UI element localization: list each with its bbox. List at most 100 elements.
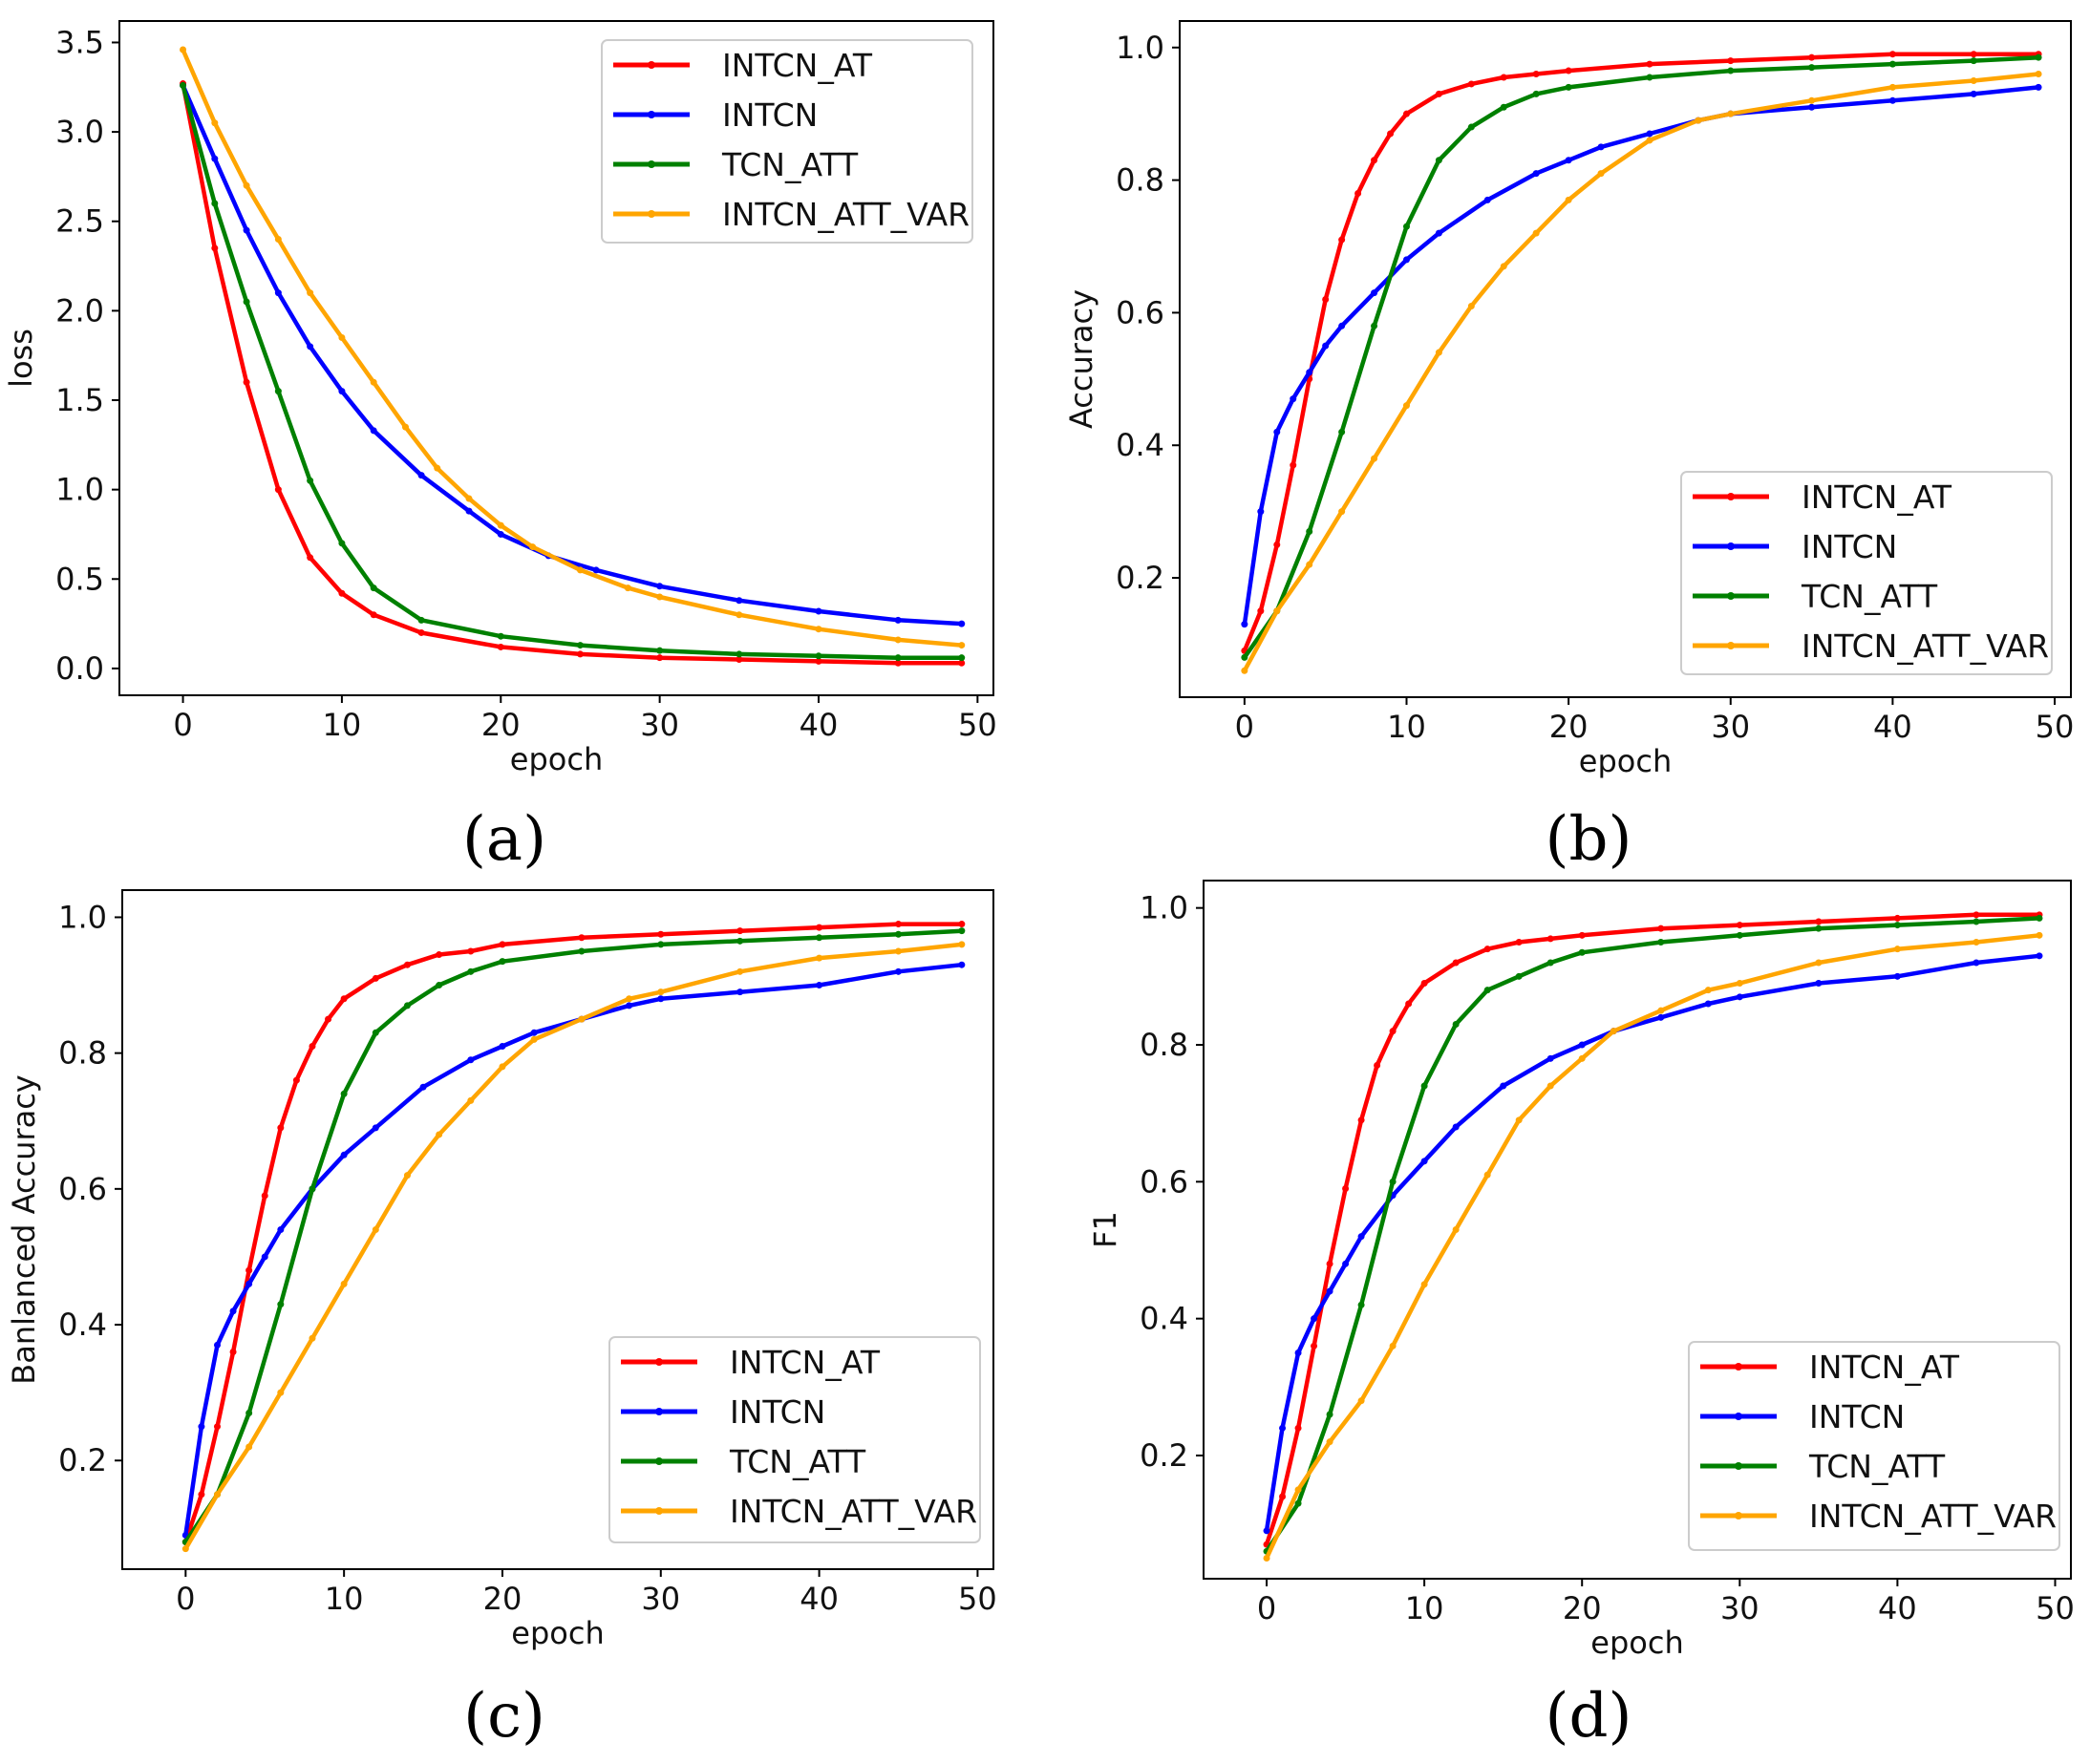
y-axis-label: loss (3, 329, 39, 388)
data-point (211, 155, 219, 162)
data-point (626, 1002, 633, 1010)
y-tick-label: 0.2 (1140, 1437, 1188, 1474)
data-point (1500, 103, 1507, 111)
x-tick-label: 50 (2036, 1590, 2075, 1626)
data-point (1389, 1178, 1397, 1185)
data-point (211, 244, 219, 252)
data-point (530, 1035, 538, 1043)
data-point (309, 1043, 316, 1051)
panel-label-a: (a) (462, 804, 546, 875)
data-point (2035, 53, 2042, 61)
x-axis-label: epoch (510, 741, 603, 777)
data-point (1467, 123, 1475, 131)
data-point (576, 650, 584, 658)
data-point (1371, 289, 1378, 297)
data-point (2036, 914, 2043, 922)
data-point (1565, 67, 1572, 74)
legend-marker (1727, 542, 1735, 550)
data-point (467, 1056, 475, 1064)
data-point (958, 620, 966, 627)
data-point (274, 289, 282, 297)
data-point (1338, 428, 1346, 436)
data-point (1736, 931, 1743, 939)
data-point (1290, 395, 1297, 403)
data-point (1435, 349, 1442, 356)
data-point (1322, 342, 1330, 350)
y-tick-label: 0.5 (55, 561, 104, 597)
data-point (1257, 508, 1265, 516)
legend-marker (1735, 1512, 1742, 1520)
data-point (1452, 959, 1460, 967)
data-point (1389, 1342, 1397, 1350)
data-point (1500, 1082, 1507, 1090)
data-point (1973, 939, 1980, 946)
y-tick-label: 3.0 (55, 114, 104, 150)
data-point (1736, 980, 1743, 987)
x-tick-label: 40 (800, 1581, 839, 1617)
x-tick-label: 10 (1387, 709, 1426, 745)
x-axis-label: epoch (1579, 743, 1672, 779)
data-point (434, 464, 441, 472)
legend-entry: INTCN (1809, 1398, 1905, 1435)
data-point (497, 521, 504, 529)
x-tick-label: 0 (173, 707, 192, 743)
data-point (403, 961, 411, 968)
data-point (1306, 369, 1313, 376)
data-point (895, 947, 903, 955)
y-tick-label: 1.0 (1140, 890, 1188, 926)
data-point (436, 982, 443, 989)
data-point (1402, 256, 1410, 264)
series-line-intcn-at (183, 922, 965, 1544)
data-point (338, 540, 346, 547)
data-point (1241, 667, 1248, 674)
data-point (370, 378, 377, 386)
data-point (180, 81, 187, 89)
data-point (1263, 1527, 1270, 1535)
data-point (736, 927, 744, 935)
data-point (370, 611, 377, 619)
data-point (261, 1253, 268, 1261)
data-point (736, 988, 744, 996)
y-tick-label: 0.8 (1140, 1027, 1188, 1063)
data-point (1279, 1424, 1287, 1432)
data-point (1483, 987, 1491, 994)
y-tick-label: 0.4 (1116, 427, 1164, 463)
panel-a: 0 10 20 30 40 50 0.0 0.5 1.0 1.5 2.0 2.5 3.0 3.5 epoch… (3, 20, 997, 777)
plot-frame (118, 20, 994, 696)
data-point (277, 1226, 285, 1233)
data-point (1888, 96, 1896, 104)
data-point (894, 659, 902, 667)
y-tick-label: 0.6 (58, 1171, 107, 1207)
data-point (465, 507, 473, 515)
data-point (736, 656, 743, 664)
data-point (1532, 90, 1540, 97)
data-point (1657, 925, 1665, 932)
data-point (277, 1301, 285, 1308)
data-point (213, 1423, 221, 1431)
data-point (1326, 1411, 1333, 1418)
legend: INTCN_AT INTCN TCN_ATT INTCN_ATT_VAR (601, 39, 973, 244)
data-point (576, 566, 584, 574)
data-point (307, 554, 314, 562)
data-point (1646, 137, 1653, 144)
data-point (657, 930, 665, 938)
data-point (656, 654, 664, 662)
data-point (1727, 67, 1735, 74)
data-point (1970, 90, 1977, 97)
x-tick-label: 20 (483, 1581, 522, 1617)
y-tick-label: 0.8 (58, 1035, 107, 1072)
data-point (1815, 959, 1823, 967)
data-point (1532, 229, 1540, 237)
data-point (1311, 1315, 1318, 1323)
data-point (499, 1043, 506, 1051)
data-point (736, 937, 744, 945)
data-point (815, 626, 822, 633)
data-point (1610, 1028, 1617, 1035)
x-tick-label: 0 (1235, 709, 1254, 745)
data-point (403, 1172, 411, 1180)
data-point (895, 967, 903, 975)
data-point (1435, 90, 1442, 97)
legend: INTCN_AT INTCN TCN_ATT INTCN_ATT_VAR (608, 1336, 981, 1543)
y-tick-label: 0.4 (1140, 1301, 1188, 1337)
data-point (338, 388, 346, 395)
